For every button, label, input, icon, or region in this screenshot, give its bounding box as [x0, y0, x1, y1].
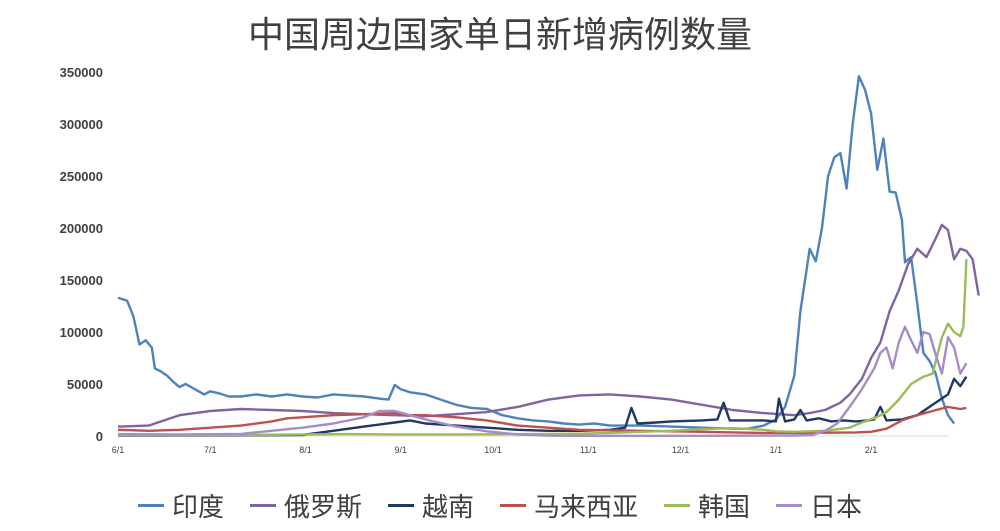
legend-label: 印度 — [171, 493, 224, 523]
x-tick-label: 7/1 — [204, 445, 217, 455]
legend-item: 韩国 — [664, 487, 750, 524]
series-line-1 — [117, 74, 956, 430]
x-tick-label: 11/1 — [580, 445, 597, 455]
series-layer — [117, 74, 980, 437]
legend-swatch — [387, 504, 414, 507]
x-tick-label: 12/1 — [672, 445, 690, 455]
series-line-4 — [117, 405, 967, 435]
y-tick-label: 300000 — [60, 117, 103, 132]
x-tick-label: 10/1 — [484, 445, 502, 455]
legend-label: 马来西亚 — [534, 493, 639, 523]
y-tick-label: 0 — [96, 429, 103, 444]
chart-legend: 印度 俄罗斯 越南 马来西亚 韩国 日本 — [0, 487, 1000, 524]
x-axis: 6/1 7/1 8/1 9/1 10/1 11/1 12/1 1/1 2/1 — [112, 435, 948, 455]
x-tick-label: 2/1 — [865, 445, 878, 455]
legend-swatch — [249, 504, 276, 507]
legend-swatch — [776, 504, 803, 507]
legend-label: 日本 — [810, 493, 863, 523]
legend-item: 印度 — [137, 487, 224, 524]
y-tick-label: 200000 — [60, 221, 103, 236]
legend-label: 韩国 — [698, 493, 751, 523]
legend-item: 越南 — [387, 487, 474, 524]
legend-item: 俄罗斯 — [249, 487, 362, 524]
y-tick-label: 100000 — [60, 325, 103, 340]
legend-item: 马来西亚 — [500, 487, 638, 524]
series-line-2 — [117, 223, 980, 428]
x-tick-label: 8/1 — [299, 445, 312, 455]
x-tick-label: 1/1 — [770, 445, 783, 455]
y-tick-label: 350000 — [60, 65, 103, 80]
x-tick-label: 9/1 — [395, 445, 408, 455]
legend-swatch — [664, 504, 691, 507]
y-tick-label: 250000 — [60, 169, 103, 184]
y-axis: 0 50000 100000 150000 200000 250000 300000 3500… — [60, 65, 103, 444]
series-line-5 — [117, 259, 968, 437]
y-tick-label: 150000 — [60, 273, 103, 288]
legend-swatch — [500, 504, 526, 507]
legend-swatch — [137, 504, 164, 507]
x-tick-label: 6/1 — [112, 445, 125, 455]
y-tick-label: 50000 — [67, 377, 103, 392]
legend-label: 越南 — [421, 493, 474, 523]
chart-title: 中国周边国家单日新增病例数量 — [247, 15, 752, 56]
legend-item: 日本 — [776, 487, 862, 524]
series-line-6 — [117, 325, 968, 437]
legend-label: 俄罗斯 — [283, 493, 362, 523]
